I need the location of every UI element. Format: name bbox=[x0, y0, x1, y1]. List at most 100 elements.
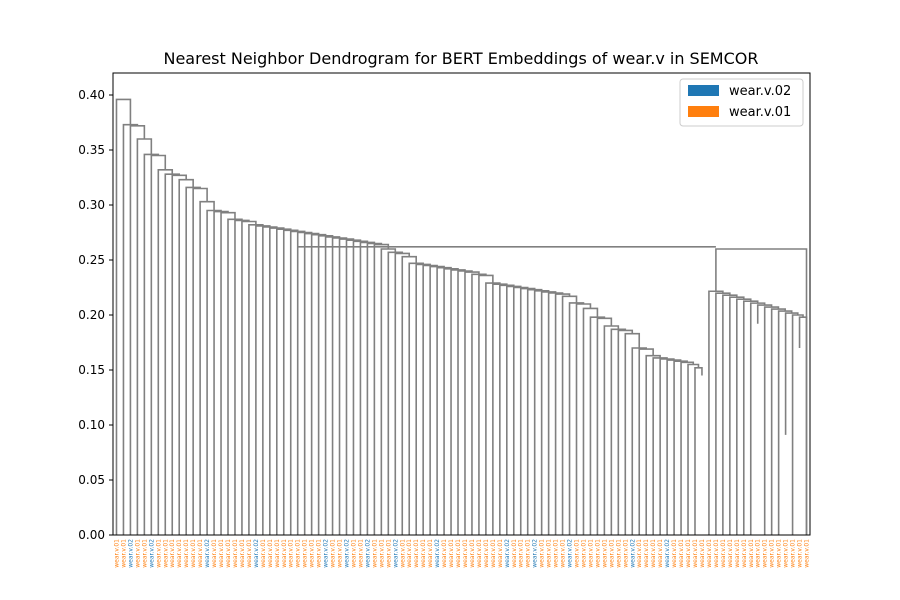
leaf-label: wear.v.01 bbox=[288, 539, 295, 568]
leaf-label: wear.v.01 bbox=[211, 539, 218, 568]
leaf-label: wear.v.01 bbox=[755, 539, 762, 568]
leaf-label: wear.v.02 bbox=[532, 539, 539, 568]
leaf-label: wear.v.01 bbox=[357, 539, 364, 568]
leaf-label: wear.v.01 bbox=[657, 539, 664, 568]
leaf-label: wear.v.01 bbox=[615, 539, 622, 568]
leaf-label: wear.v.01 bbox=[580, 539, 587, 568]
leaf-label: wear.v.01 bbox=[176, 539, 183, 568]
leaf-label: wear.v.02 bbox=[629, 539, 636, 568]
leaf-label: wear.v.01 bbox=[783, 539, 790, 568]
leaf-label: wear.v.01 bbox=[378, 539, 385, 568]
leaf-label: wear.v.01 bbox=[169, 539, 176, 568]
leaf-label: wear.v.01 bbox=[399, 539, 406, 568]
leaf-label: wear.v.01 bbox=[302, 539, 309, 568]
dendrogram-link bbox=[694, 367, 703, 535]
leaf-label: wear.v.01 bbox=[406, 539, 413, 568]
leaf-label: wear.v.01 bbox=[497, 539, 504, 568]
dendrogram-link bbox=[687, 363, 700, 535]
leaf-label: wear.v.01 bbox=[260, 539, 267, 568]
leaf-label: wear.v.01 bbox=[525, 539, 532, 568]
chart-title: Nearest Neighbor Dendrogram for BERT Emb… bbox=[163, 49, 758, 68]
leaf-label: wear.v.01 bbox=[574, 539, 581, 568]
leaf-label: wear.v.01 bbox=[413, 539, 420, 568]
leaf-label: wear.v.02 bbox=[567, 539, 574, 568]
leaf-label: wear.v.01 bbox=[511, 539, 518, 568]
leaf-labels: wear.v.01 wear.v.01 wear.v.02 wear.v.01 wear… bbox=[113, 539, 810, 568]
leaf-label: wear.v.01 bbox=[134, 539, 141, 568]
y-tick-label: 0.40 bbox=[78, 88, 105, 102]
leaf-label: wear.v.01 bbox=[337, 539, 344, 568]
leaf-label: wear.v.01 bbox=[162, 539, 169, 568]
legend: wear.v.02 wear.v.01 bbox=[679, 78, 804, 127]
leaf-label: wear.v.01 bbox=[560, 539, 567, 568]
dendrogram-link bbox=[784, 312, 799, 435]
leaf-label: wear.v.01 bbox=[601, 539, 608, 568]
leaf-label: wear.v.01 bbox=[685, 539, 692, 568]
leaf-label: wear.v.02 bbox=[392, 539, 399, 568]
leaf-label: wear.v.01 bbox=[371, 539, 378, 568]
plot-frame bbox=[112, 72, 811, 536]
leaf-label: wear.v.02 bbox=[364, 539, 371, 568]
leaf-label: wear.v.02 bbox=[664, 539, 671, 568]
leaf-label: wear.v.01 bbox=[350, 539, 357, 568]
leaf-label: wear.v.01 bbox=[720, 539, 727, 568]
leaf-label: wear.v.01 bbox=[295, 539, 302, 568]
y-axis: 0.00 0.05 0.10 0.15 0.20 0.25 0.30 0.35 0.40 bbox=[78, 88, 113, 542]
leaf-label: wear.v.01 bbox=[141, 539, 148, 568]
y-tick-label: 0.25 bbox=[78, 253, 105, 267]
leaf-label: wear.v.01 bbox=[316, 539, 323, 568]
leaf-label: wear.v.01 bbox=[246, 539, 253, 568]
y-tick-label: 0.10 bbox=[78, 418, 105, 432]
leaf-label: wear.v.01 bbox=[769, 539, 776, 568]
leaf-label: wear.v.01 bbox=[490, 539, 497, 568]
leaf-label: wear.v.01 bbox=[741, 539, 748, 568]
leaf-label: wear.v.01 bbox=[546, 539, 553, 568]
y-tick-label: 0.20 bbox=[78, 308, 105, 322]
leaf-label: wear.v.01 bbox=[232, 539, 239, 568]
dendrogram-link bbox=[680, 361, 695, 535]
leaf-label: wear.v.01 bbox=[113, 539, 120, 568]
leaf-label: wear.v.02 bbox=[343, 539, 350, 568]
leaf-label: wear.v.01 bbox=[636, 539, 643, 568]
dendrogram-link bbox=[791, 314, 804, 535]
leaf-label: wear.v.01 bbox=[462, 539, 469, 568]
leaf-label: wear.v.01 bbox=[797, 539, 804, 568]
leaf-label: wear.v.01 bbox=[699, 539, 706, 568]
leaf-label: wear.v.01 bbox=[239, 539, 246, 568]
leaf-label: wear.v.01 bbox=[183, 539, 190, 568]
leaf-label: wear.v.01 bbox=[330, 539, 337, 568]
leaf-label: wear.v.01 bbox=[476, 539, 483, 568]
leaf-label: wear.v.01 bbox=[594, 539, 601, 568]
leaf-label: wear.v.01 bbox=[455, 539, 462, 568]
leaf-label: wear.v.01 bbox=[748, 539, 755, 568]
leaf-label: wear.v.01 bbox=[483, 539, 490, 568]
legend-label-2: wear.v.01 bbox=[729, 105, 791, 120]
leaf-label: wear.v.01 bbox=[671, 539, 678, 568]
y-tick-label: 0.30 bbox=[78, 198, 105, 212]
leaf-label: wear.v.01 bbox=[762, 539, 769, 568]
leaf-label: wear.v.01 bbox=[120, 539, 127, 568]
dendrogram-link bbox=[749, 302, 766, 535]
leaf-label: wear.v.01 bbox=[776, 539, 783, 568]
legend-swatch-1 bbox=[688, 85, 719, 96]
legend-swatch-2 bbox=[688, 106, 719, 117]
leaf-label: wear.v.01 bbox=[804, 539, 811, 568]
leaf-label: wear.v.02 bbox=[253, 539, 260, 568]
y-tick-label: 0.00 bbox=[78, 528, 105, 542]
y-tick-label: 0.35 bbox=[78, 143, 105, 157]
leaf-label: wear.v.01 bbox=[518, 539, 525, 568]
leaf-label: wear.v.01 bbox=[281, 539, 288, 568]
leaf-label: wear.v.01 bbox=[155, 539, 162, 568]
leaf-label: wear.v.02 bbox=[148, 539, 155, 568]
dendrogram-link bbox=[798, 316, 808, 535]
leaf-label: wear.v.01 bbox=[692, 539, 699, 568]
leaf-label: wear.v.01 bbox=[706, 539, 713, 568]
leaf-label: wear.v.01 bbox=[622, 539, 629, 568]
leaf-label: wear.v.01 bbox=[267, 539, 274, 568]
dendrogram-links bbox=[115, 98, 808, 535]
leaf-label: wear.v.01 bbox=[790, 539, 797, 568]
dendrogram-link bbox=[115, 98, 132, 535]
leaf-label: wear.v.01 bbox=[274, 539, 281, 568]
leaf-label: wear.v.01 bbox=[448, 539, 455, 568]
leaf-label: wear.v.02 bbox=[434, 539, 441, 568]
